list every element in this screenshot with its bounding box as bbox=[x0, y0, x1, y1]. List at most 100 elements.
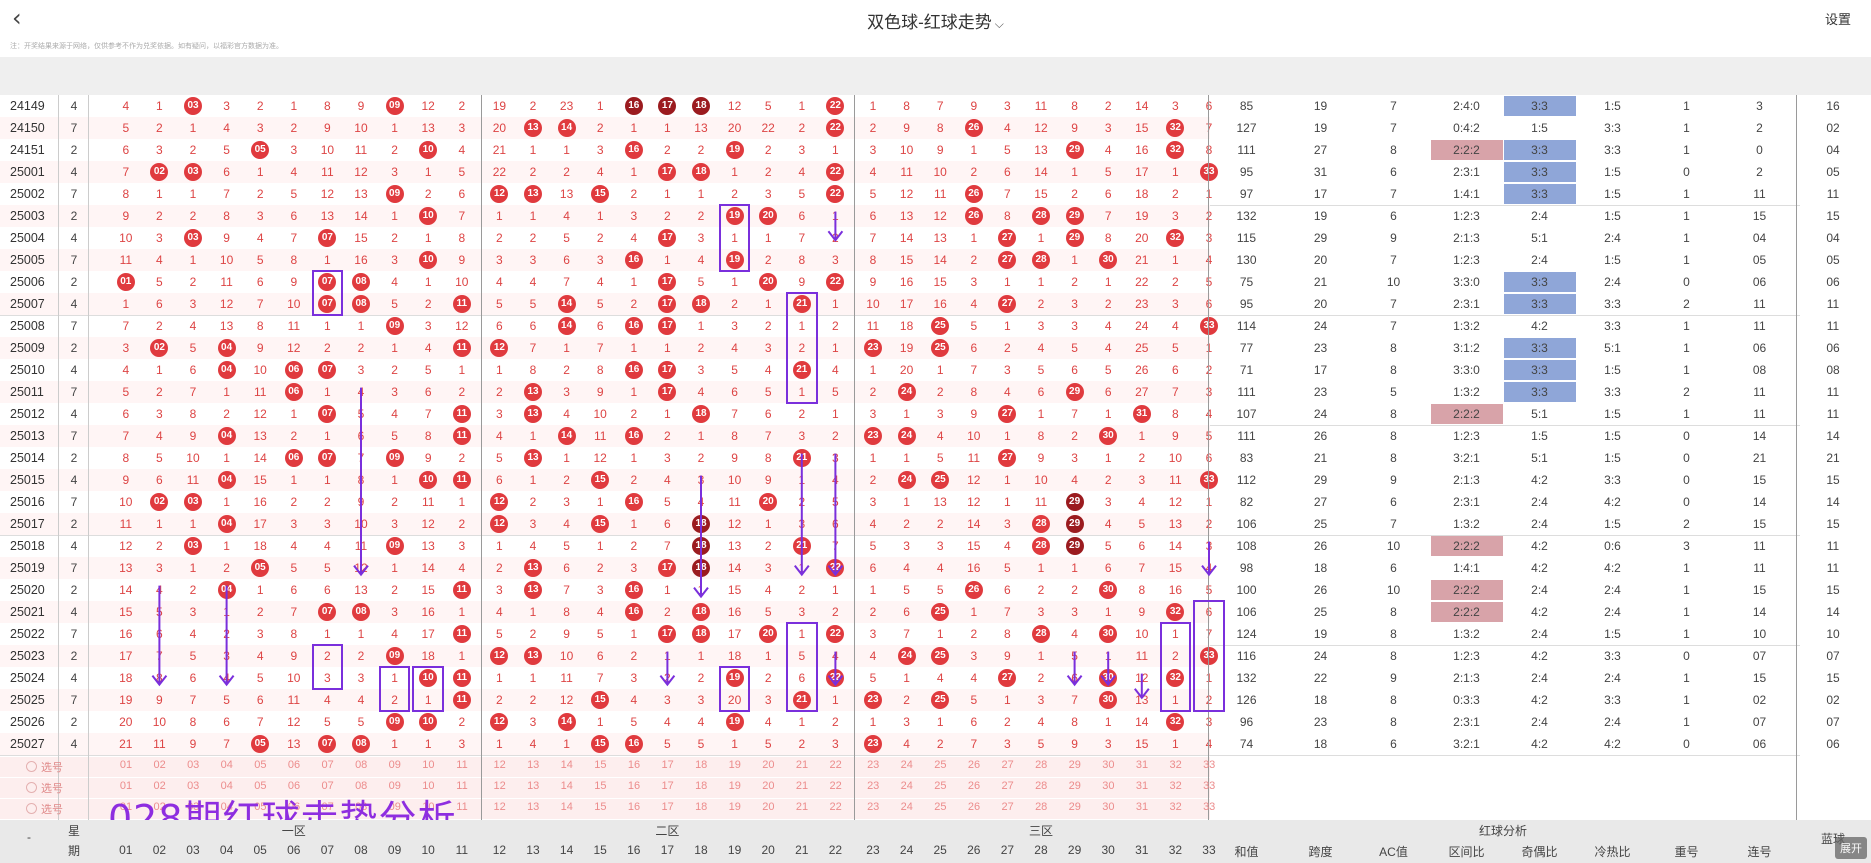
pick-number[interactable]: 06 bbox=[287, 759, 301, 771]
pick-number[interactable]: 03 bbox=[187, 759, 200, 771]
pick-number[interactable]: 11 bbox=[456, 801, 468, 813]
pick-number[interactable]: 16 bbox=[627, 780, 641, 792]
pick-number[interactable]: 21 bbox=[795, 801, 809, 813]
pick-number[interactable]: 32 bbox=[1169, 780, 1182, 792]
pick-number[interactable]: 02 bbox=[153, 780, 166, 792]
pick-number[interactable]: 07 bbox=[321, 801, 334, 813]
pick-number[interactable]: 29 bbox=[1068, 801, 1081, 813]
pick-number[interactable]: 19 bbox=[728, 759, 741, 771]
pick-number[interactable]: 05 bbox=[254, 780, 267, 792]
pick-number[interactable]: 03 bbox=[187, 780, 200, 792]
pick-number[interactable]: 30 bbox=[1102, 780, 1115, 792]
pick-number[interactable]: 28 bbox=[1035, 759, 1048, 771]
pick-number[interactable]: 16 bbox=[627, 759, 641, 771]
pick-number[interactable]: 21 bbox=[795, 780, 809, 792]
pick-number[interactable]: 01 bbox=[119, 759, 133, 771]
pick-number[interactable]: 15 bbox=[594, 759, 607, 771]
pick-number[interactable]: 09 bbox=[388, 759, 401, 771]
pick-number[interactable]: 12 bbox=[493, 780, 506, 792]
pick-number[interactable]: 12 bbox=[493, 759, 506, 771]
pick-row[interactable]: 选号 01 02 03 04 05 06 07 08 09 10 11 12 13 14 15 16 17 18 19… bbox=[0, 757, 1800, 777]
pick-number[interactable]: 20 bbox=[762, 801, 775, 813]
pick-number[interactable]: 19 bbox=[728, 780, 741, 792]
pick-number[interactable]: 33 bbox=[1203, 801, 1216, 813]
pick-number[interactable]: 24 bbox=[900, 801, 913, 813]
pick-number[interactable]: 03 bbox=[187, 801, 200, 813]
pick-number[interactable]: 09 bbox=[388, 780, 401, 792]
pick-number[interactable]: 10 bbox=[422, 801, 435, 813]
pick-number[interactable]: 18 bbox=[695, 780, 708, 792]
pick-number[interactable]: 27 bbox=[1001, 780, 1014, 792]
pick-number[interactable]: 32 bbox=[1169, 759, 1182, 771]
pick-number[interactable]: 22 bbox=[829, 780, 842, 792]
pick-number[interactable]: 02 bbox=[153, 759, 166, 771]
pick-number[interactable]: 28 bbox=[1035, 801, 1048, 813]
pick-number[interactable]: 23 bbox=[867, 759, 880, 771]
pick-number[interactable]: 30 bbox=[1102, 759, 1115, 771]
expand-button[interactable]: 展开 bbox=[1835, 837, 1867, 859]
pick-number[interactable]: 17 bbox=[661, 759, 674, 771]
pick-number[interactable]: 32 bbox=[1169, 801, 1182, 813]
pick-number[interactable]: 26 bbox=[967, 780, 981, 792]
pick-number[interactable]: 07 bbox=[321, 759, 334, 771]
pick-row[interactable]: 选号 01 02 03 04 05 06 07 08 09 10 11 12 13 14 15 16 17 18 19… bbox=[0, 778, 1800, 798]
pick-number[interactable]: 25 bbox=[934, 801, 947, 813]
pick-number[interactable]: 22 bbox=[829, 759, 842, 771]
pick-number[interactable]: 15 bbox=[594, 801, 607, 813]
pick-number[interactable]: 20 bbox=[762, 759, 775, 771]
pick-number[interactable]: 25 bbox=[934, 780, 947, 792]
pick-number[interactable]: 26 bbox=[967, 759, 981, 771]
pick-number[interactable]: 06 bbox=[287, 801, 301, 813]
pick-number[interactable]: 20 bbox=[762, 780, 775, 792]
pick-number[interactable]: 19 bbox=[728, 801, 741, 813]
pick-number[interactable]: 14 bbox=[560, 780, 573, 792]
pick-number[interactable]: 08 bbox=[355, 759, 368, 771]
pick-number[interactable]: 14 bbox=[560, 801, 573, 813]
pick-radio[interactable]: 选号 bbox=[26, 780, 63, 796]
pick-radio[interactable]: 选号 bbox=[26, 801, 63, 817]
pick-number[interactable]: 01 bbox=[119, 780, 133, 792]
pick-number[interactable]: 24 bbox=[900, 759, 913, 771]
settings-button[interactable]: 设置 bbox=[1824, 12, 1851, 27]
pick-number[interactable]: 31 bbox=[1135, 780, 1149, 792]
pick-number[interactable]: 31 bbox=[1135, 801, 1149, 813]
pick-number[interactable]: 12 bbox=[493, 801, 506, 813]
pick-number[interactable]: 05 bbox=[254, 801, 267, 813]
pick-number[interactable]: 11 bbox=[456, 759, 468, 771]
pick-number[interactable]: 29 bbox=[1068, 759, 1081, 771]
pick-number[interactable]: 26 bbox=[967, 801, 981, 813]
pick-number[interactable]: 08 bbox=[355, 780, 368, 792]
pick-number[interactable]: 33 bbox=[1203, 759, 1216, 771]
pick-number[interactable]: 28 bbox=[1035, 780, 1048, 792]
pick-number[interactable]: 30 bbox=[1102, 801, 1115, 813]
pick-number[interactable]: 10 bbox=[422, 759, 435, 771]
pick-number[interactable]: 13 bbox=[527, 801, 540, 813]
pick-number[interactable]: 17 bbox=[661, 780, 674, 792]
pick-number[interactable]: 13 bbox=[527, 780, 540, 792]
pick-number[interactable]: 23 bbox=[867, 780, 880, 792]
pick-number[interactable]: 07 bbox=[321, 780, 334, 792]
pick-number[interactable]: 11 bbox=[456, 780, 468, 792]
pick-row[interactable]: 选号 01 02 03 04 05 06 07 08 09 10 11 12 13 14 15 16 17 18 19… bbox=[0, 799, 1800, 819]
pick-number[interactable]: 22 bbox=[829, 801, 842, 813]
pick-number[interactable]: 04 bbox=[220, 780, 233, 792]
pick-number[interactable]: 02 bbox=[153, 801, 166, 813]
pick-number[interactable]: 33 bbox=[1203, 780, 1216, 792]
back-arrow-icon[interactable]: ‹ bbox=[12, 4, 22, 32]
pick-number[interactable]: 09 bbox=[388, 801, 401, 813]
pick-number[interactable]: 16 bbox=[627, 801, 641, 813]
page-title[interactable]: 双色球-红球走势 ⌵ bbox=[867, 13, 1004, 32]
pick-number[interactable]: 05 bbox=[254, 759, 267, 771]
pick-number[interactable]: 27 bbox=[1001, 801, 1014, 813]
pick-number[interactable]: 08 bbox=[355, 801, 368, 813]
pick-radio[interactable]: 选号 bbox=[26, 759, 63, 775]
pick-number[interactable]: 04 bbox=[220, 801, 233, 813]
pick-number[interactable]: 23 bbox=[867, 801, 880, 813]
pick-number[interactable]: 25 bbox=[934, 759, 947, 771]
pick-number[interactable]: 04 bbox=[220, 759, 233, 771]
pick-number[interactable]: 21 bbox=[795, 759, 809, 771]
pick-number[interactable]: 17 bbox=[661, 801, 674, 813]
pick-number[interactable]: 18 bbox=[695, 801, 708, 813]
pick-number[interactable]: 13 bbox=[527, 759, 540, 771]
chevron-down-icon[interactable]: ⌵ bbox=[994, 17, 1004, 31]
